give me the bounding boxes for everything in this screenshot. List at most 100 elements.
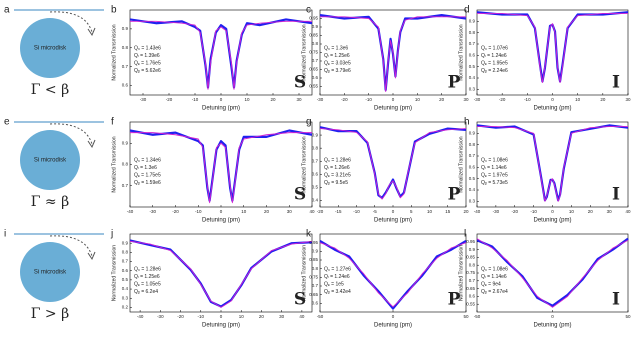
y-tick-label: 0.9 xyxy=(312,249,319,254)
x-axis-label: Detuning (pm) xyxy=(374,218,412,224)
panel-letter: j xyxy=(110,229,113,240)
x-tick-label: 5 xyxy=(410,209,413,214)
x-tick-label: 10 xyxy=(415,97,421,102)
y-tick-label: 0.9 xyxy=(312,132,319,137)
y-axis-label: Normalized Transmission xyxy=(111,245,117,301)
x-tick-label: -20 xyxy=(511,209,518,214)
q-annotation: Qₑ = 3.21e5 xyxy=(324,173,351,179)
panel-letter: l xyxy=(464,229,466,240)
relation: Γ ≈ β xyxy=(31,194,69,210)
q-annotation: Qₗ = 1.24e6 xyxy=(481,53,507,59)
y-tick-label: 0.8 xyxy=(122,45,129,50)
coupling-arrow xyxy=(49,11,93,33)
panel-letter: e xyxy=(4,117,10,128)
x-tick-label: 30 xyxy=(296,97,302,102)
y-tick-label: 0.6 xyxy=(122,83,129,88)
arrow-head xyxy=(87,27,96,37)
data-line xyxy=(129,129,313,202)
q-annotation: Qₑ = 1.95e5 xyxy=(481,61,508,67)
q-annotation: Qᵦ = 6.2e4 xyxy=(134,289,158,295)
panel-letter: a xyxy=(4,5,10,16)
y-tick-label: 0.5 xyxy=(122,277,129,282)
x-axis-label: Detuning (pm) xyxy=(202,218,240,224)
y-tick-label: 0.6 xyxy=(469,294,476,299)
fit-line xyxy=(129,240,313,308)
y-tick-label: 0.5 xyxy=(312,185,319,190)
q-annotation: Qᵦ = 5.73e5 xyxy=(481,180,508,186)
x-tick-label: 10 xyxy=(569,209,575,214)
x-tick-label: -20 xyxy=(499,97,506,102)
regime-mark: I xyxy=(612,185,620,205)
x-tick-label: 50 xyxy=(463,314,469,319)
x-tick-label: -50 xyxy=(474,314,481,319)
x-tick-label: -10 xyxy=(365,97,372,102)
x-tick-label: -10 xyxy=(195,209,202,214)
plot-frame xyxy=(476,233,629,313)
y-tick-label: 0.6 xyxy=(122,268,129,273)
x-tick-label: 10 xyxy=(239,314,245,319)
x-tick-label: 20 xyxy=(270,97,276,102)
y-tick-label: 0.65 xyxy=(309,292,318,297)
x-tick-label: 10 xyxy=(575,97,581,102)
q-annotation: Q₀ = 1.27e6 xyxy=(324,266,351,272)
x-tick-label: -10 xyxy=(530,209,537,214)
y-tick-label: 0.7 xyxy=(122,259,129,264)
x-tick-label: 0 xyxy=(551,97,554,102)
disk-label: Si microdisk xyxy=(34,46,67,52)
x-tick-label: 0 xyxy=(220,209,223,214)
x-tick-label: -10 xyxy=(524,97,531,102)
x-tick-label: 40 xyxy=(625,209,631,214)
y-axis-label: Normalized Transmission xyxy=(301,245,307,301)
x-axis-label: Detuning (pm) xyxy=(374,323,412,329)
relation: Γ > β xyxy=(31,306,69,322)
y-tick-label: 0.7 xyxy=(122,183,129,188)
y-tick-label: 0.8 xyxy=(122,162,129,167)
q-annotation: Q₀ = 1.3e6 xyxy=(324,46,348,52)
y-tick-label: 0.75 xyxy=(466,270,475,275)
y-axis-label: Normalized Transmission xyxy=(458,245,464,301)
x-tick-label: 0 xyxy=(392,209,395,214)
y-tick-label: 0.9 xyxy=(469,19,476,24)
q-annotation: Qᵦ = 5.62e6 xyxy=(134,68,161,74)
x-tick-label: 15 xyxy=(445,209,451,214)
y-tick-label: 0.3 xyxy=(469,87,476,92)
y-tick-label: 0.85 xyxy=(309,33,318,38)
regime-mark: I xyxy=(612,73,620,93)
regime-mark: P xyxy=(448,290,461,310)
x-tick-label: -30 xyxy=(317,97,324,102)
fit-line xyxy=(319,128,467,200)
y-axis-label: Normalized Transmission xyxy=(111,24,117,80)
plot-frame xyxy=(319,233,467,313)
x-tick-label: -20 xyxy=(341,97,348,102)
q-annotation: Q₀ = 1.43e6 xyxy=(134,46,161,52)
y-tick-label: 0.6 xyxy=(312,171,319,176)
fit-line xyxy=(320,16,466,93)
y-tick-label: 0.7 xyxy=(312,283,319,288)
y-tick-label: 0.4 xyxy=(122,286,129,291)
regime-mark: I xyxy=(612,290,620,310)
microdisk xyxy=(20,242,80,302)
y-tick-label: 0.75 xyxy=(309,50,318,55)
y-tick-label: 0.5 xyxy=(469,64,476,69)
y-tick-label: 0.9 xyxy=(469,131,476,136)
x-tick-label: 30 xyxy=(287,209,293,214)
x-tick-label: 30 xyxy=(463,97,469,102)
q-annotation: Q₀ = 1.08e6 xyxy=(481,266,508,272)
y-tick-label: 0.55 xyxy=(309,84,318,89)
x-tick-label: -10 xyxy=(192,97,199,102)
x-tick-label: 0 xyxy=(220,314,223,319)
q-annotation: Qₗ = 1.26e6 xyxy=(324,165,350,171)
y-axis-label: Normalized Transmission xyxy=(458,136,464,192)
y-tick-label: 0.65 xyxy=(309,67,318,72)
panel-letter: b xyxy=(111,5,117,16)
x-tick-label: -10 xyxy=(353,209,360,214)
panel-letter: h xyxy=(464,117,470,128)
x-tick-label: 50 xyxy=(625,314,631,319)
y-tick-label: 0.9 xyxy=(122,240,129,245)
q-annotation: Qₗ = 1.25e6 xyxy=(134,274,160,280)
q-annotation: Qᵦ = 2.67e4 xyxy=(481,289,508,295)
x-tick-label: 40 xyxy=(309,209,315,214)
y-tick-label: 0.4 xyxy=(469,187,476,192)
q-annotation: Qₑ = 1e5 xyxy=(324,281,344,287)
